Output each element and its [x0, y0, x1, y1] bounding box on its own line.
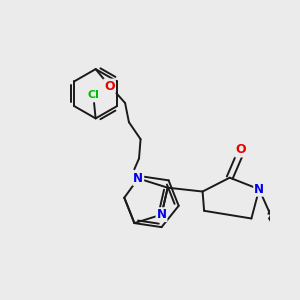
- Text: O: O: [104, 80, 115, 92]
- Text: Cl: Cl: [87, 90, 99, 100]
- Text: N: N: [157, 208, 166, 221]
- Text: N: N: [133, 172, 143, 185]
- Text: O: O: [235, 143, 246, 157]
- Text: N: N: [254, 183, 264, 196]
